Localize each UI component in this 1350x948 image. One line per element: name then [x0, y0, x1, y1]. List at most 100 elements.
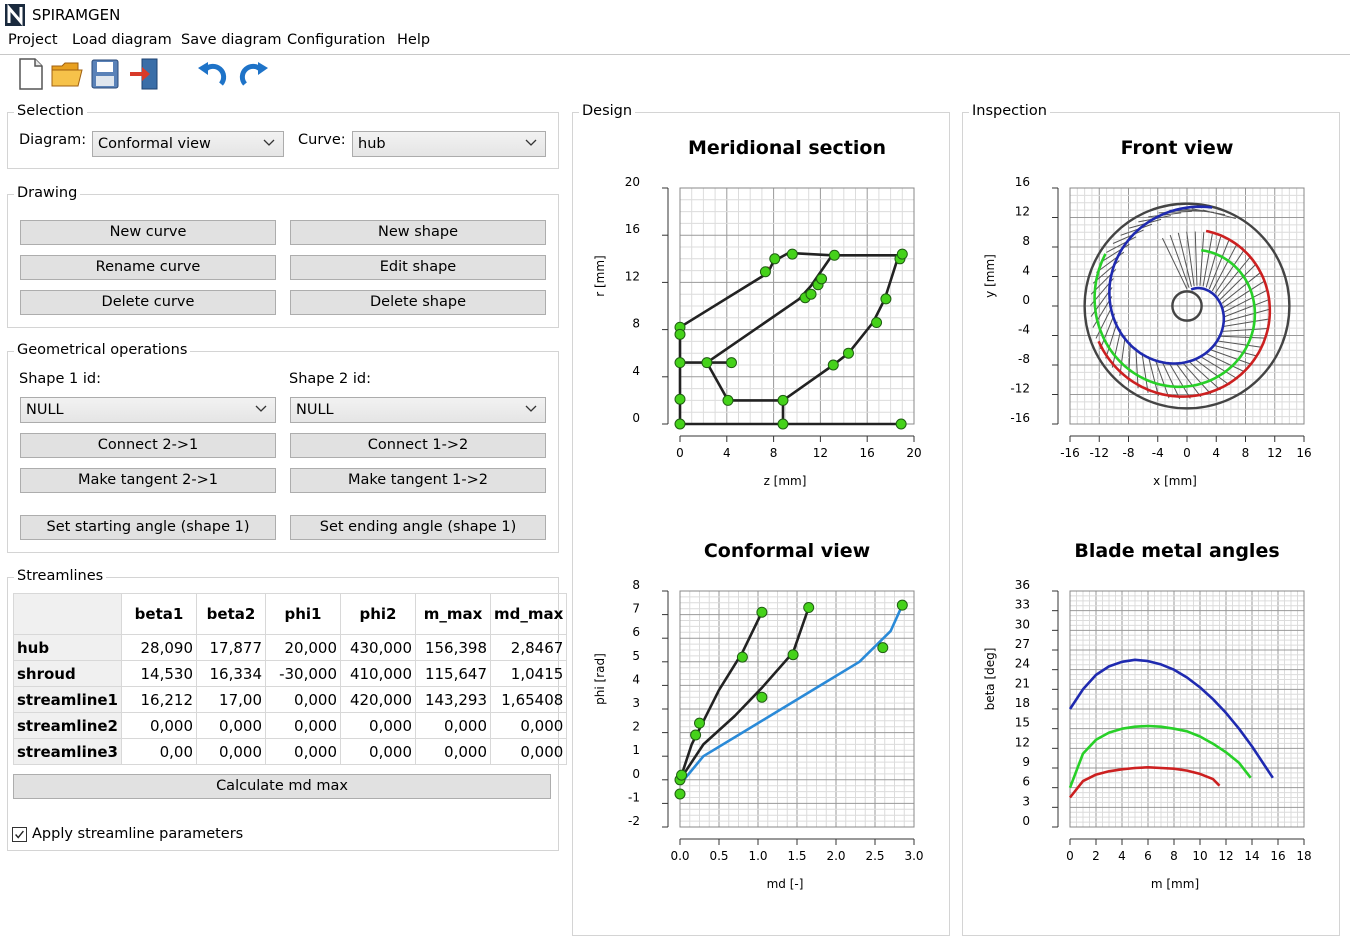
- blade-hatch-line: [1112, 229, 1144, 244]
- menu-save-diagram[interactable]: Save diagram: [181, 32, 282, 48]
- table-cell[interactable]: 0,000: [265, 686, 341, 713]
- table-cell[interactable]: 17,00: [196, 686, 266, 713]
- blade-hatch-line: [1224, 308, 1271, 322]
- y-tick-label: 15: [1015, 716, 1030, 730]
- blade-hatch-line: [1220, 335, 1266, 339]
- control-point: [805, 288, 817, 300]
- blade-hatch-line: [1224, 289, 1268, 313]
- make-tangent-1-2-button[interactable]: Make tangent 1->2: [290, 468, 546, 493]
- y-tick-label: 0: [1022, 293, 1030, 307]
- new-curve-button[interactable]: New curve: [20, 220, 276, 245]
- blade-hatch-line: [1147, 356, 1159, 397]
- table-cell[interactable]: 156,398: [415, 634, 491, 661]
- table-cell[interactable]: 16,334: [196, 660, 266, 687]
- table-row: streamline1 16,212 17,00 0,000 420,000 1…: [13, 686, 568, 713]
- table-cell[interactable]: 0,000: [415, 712, 491, 739]
- blade-hatch-line: [1188, 360, 1221, 391]
- delete-shape-button[interactable]: Delete shape: [290, 290, 546, 315]
- y-tick-label: 30: [1015, 617, 1030, 631]
- x-axis-label: x [mm]: [1153, 474, 1197, 488]
- rename-curve-button[interactable]: Rename curve: [20, 255, 276, 280]
- set-ending-angle-button[interactable]: Set ending angle (shape 1): [290, 515, 546, 540]
- table-cell[interactable]: 0,000: [340, 712, 416, 739]
- row-header: streamline3: [13, 738, 122, 765]
- table-cell[interactable]: 410,000: [340, 660, 416, 687]
- delete-curve-button[interactable]: Delete curve: [20, 290, 276, 315]
- x-tick-label: -16: [1060, 446, 1080, 460]
- column-header: phi1: [265, 593, 341, 635]
- apply-streamline-checkbox[interactable]: [12, 827, 27, 842]
- chevron-down-icon: [263, 139, 275, 146]
- menu-bar: Project Load diagram Save diagram Config…: [0, 30, 1350, 55]
- table-cell[interactable]: 0,000: [489, 738, 568, 765]
- table-cell[interactable]: 430,000: [340, 634, 416, 661]
- plot-border: [679, 590, 915, 828]
- new-shape-button[interactable]: New shape: [290, 220, 546, 245]
- set-starting-angle-button[interactable]: Set starting angle (shape 1): [20, 515, 276, 540]
- diagram-select[interactable]: Conformal view: [92, 131, 284, 157]
- table-cell[interactable]: 1,0415: [489, 660, 568, 687]
- x-tick-label: -4: [1152, 446, 1164, 460]
- exit-icon[interactable]: [128, 56, 162, 92]
- menu-project[interactable]: Project: [8, 32, 58, 48]
- table-cell[interactable]: 0,000: [265, 712, 341, 739]
- redo-icon[interactable]: [236, 56, 270, 92]
- table-cell[interactable]: 0,000: [196, 712, 266, 739]
- y-tick-label: 0: [632, 411, 640, 425]
- make-tangent-2-1-button[interactable]: Make tangent 2->1: [20, 468, 276, 493]
- menu-configuration[interactable]: Configuration: [287, 32, 386, 48]
- control-point: [676, 769, 688, 781]
- table-cell[interactable]: 0,000: [340, 738, 416, 765]
- table-cell[interactable]: 420,000: [340, 686, 416, 713]
- menu-load-diagram[interactable]: Load diagram: [72, 32, 172, 48]
- selection-title: Selection: [14, 103, 87, 119]
- edit-shape-button[interactable]: Edit shape: [290, 255, 546, 280]
- table-row: shroud 14,530 16,334 -30,000 410,000 115…: [13, 660, 568, 687]
- table-cell[interactable]: 16,212: [121, 686, 197, 713]
- connect-2-1-button[interactable]: Connect 2->1: [20, 433, 276, 458]
- control-point: [827, 359, 839, 371]
- front-view-chart: Front view -16 -12 -8 -4 0 4 8 12 16 -16 -12 -8 -4 0 4 8…: [983, 137, 1312, 488]
- column-header: phi2: [340, 593, 416, 635]
- calculate-md-max-button[interactable]: Calculate md max: [13, 774, 551, 799]
- control-point: [725, 357, 737, 369]
- blade-hatch-line: [1194, 231, 1198, 286]
- y-tick-label: 24: [1015, 657, 1030, 671]
- y-tick-label: 0: [1022, 814, 1030, 828]
- row-header: streamline1: [13, 686, 122, 713]
- table-cell[interactable]: -30,000: [265, 660, 341, 687]
- open-folder-icon[interactable]: [50, 56, 84, 92]
- design-group: Design: [572, 103, 950, 936]
- new-document-icon[interactable]: [14, 56, 48, 92]
- shape1-select[interactable]: NULL: [20, 397, 276, 423]
- curve-select[interactable]: hub: [352, 131, 546, 157]
- y-tick-label: 7: [632, 602, 640, 616]
- table-cell[interactable]: 0,00: [121, 738, 197, 765]
- apply-streamline-label[interactable]: Apply streamline parameters: [32, 826, 244, 842]
- curve-label: Curve:: [298, 132, 346, 148]
- table-cell[interactable]: 115,647: [415, 660, 491, 687]
- table-cell[interactable]: 143,293: [415, 686, 491, 713]
- table-cell[interactable]: 14,530: [121, 660, 197, 687]
- table-cell[interactable]: 0,000: [489, 712, 568, 739]
- table-cell[interactable]: 0,000: [415, 738, 491, 765]
- x-tick-label: 12: [1218, 849, 1233, 863]
- table-cell[interactable]: 2,8467: [489, 634, 568, 661]
- shape2-label: Shape 2 id:: [289, 371, 371, 387]
- table-cell[interactable]: 20,000: [265, 634, 341, 661]
- save-icon[interactable]: [88, 56, 122, 92]
- x-tick-label: 0.0: [670, 849, 689, 863]
- shape2-select[interactable]: NULL: [290, 397, 546, 423]
- connect-1-2-button[interactable]: Connect 1->2: [290, 433, 546, 458]
- table-cell[interactable]: 0,000: [196, 738, 266, 765]
- table-row: streamline3 0,00 0,000 0,000 0,000 0,000…: [13, 738, 568, 765]
- table-cell[interactable]: 1,65408: [489, 686, 568, 713]
- x-tick-label: 3.0: [904, 849, 923, 863]
- blade-hatch-line: [1214, 344, 1258, 357]
- menu-help[interactable]: Help: [397, 32, 431, 48]
- table-cell[interactable]: 28,090: [121, 634, 197, 661]
- table-cell[interactable]: 0,000: [121, 712, 197, 739]
- table-cell[interactable]: 17,877: [196, 634, 266, 661]
- table-cell[interactable]: 0,000: [265, 738, 341, 765]
- undo-icon[interactable]: [196, 56, 230, 92]
